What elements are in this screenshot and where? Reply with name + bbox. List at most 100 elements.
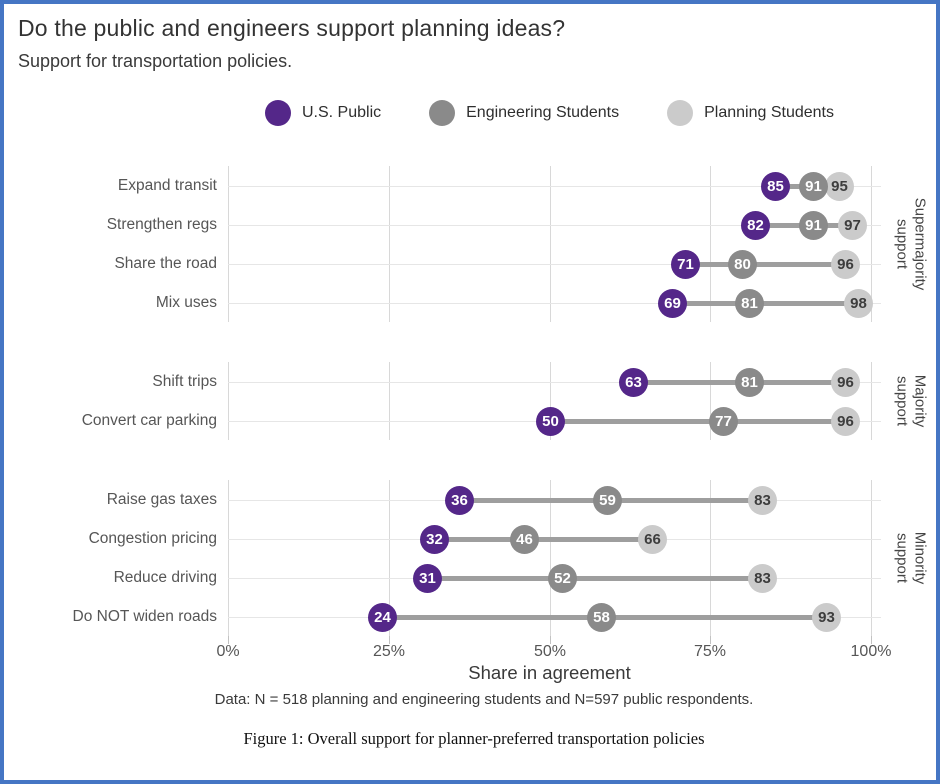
axis-tick-label: 0% — [216, 643, 240, 660]
row-label: Mix uses — [155, 294, 217, 311]
dot-public: 85 — [761, 172, 790, 201]
gridline-horizontal — [228, 186, 881, 187]
gridline-vertical — [871, 362, 872, 440]
dot-planning: 93 — [812, 603, 841, 632]
gridline-vertical — [389, 362, 390, 440]
gridline-vertical — [550, 362, 551, 440]
legend-swatch-planning-icon — [667, 100, 694, 126]
dot-planning: 98 — [844, 289, 873, 318]
group-label-text: Minority support — [893, 531, 929, 585]
dot-planning: 96 — [831, 250, 860, 279]
dot-engineering: 80 — [728, 250, 757, 279]
dot-planning: 96 — [831, 368, 860, 397]
gridline-horizontal — [228, 264, 881, 265]
axis-tick-label: 100% — [850, 643, 892, 660]
legend-label-public: U.S. Public — [301, 104, 382, 121]
legend-label-planning: Planning Students — [704, 104, 834, 121]
gridline-vertical — [228, 480, 229, 636]
dot-planning: 83 — [748, 486, 777, 515]
panel-minority: 83 59 36 66 46 32 83 52 31 93 58 24 — [228, 480, 881, 636]
figure-caption: Figure 1: Overall support for planner-pr… — [243, 729, 705, 748]
dot-engineering: 77 — [709, 407, 738, 436]
dot-public: 31 — [413, 564, 442, 593]
dot-public: 50 — [536, 407, 565, 436]
axis-tick — [871, 636, 872, 644]
legend-label-engineering: Engineering Students — [466, 104, 620, 121]
gridline-vertical — [389, 166, 390, 322]
row-label: Expand transit — [117, 177, 217, 194]
connector-line — [434, 537, 652, 542]
gridline-vertical — [871, 166, 872, 322]
chart-subtitle: Support for transportation policies. — [18, 51, 293, 71]
gridline-vertical — [871, 480, 872, 636]
dot-engineering: 81 — [735, 368, 764, 397]
dot-public: 63 — [619, 368, 648, 397]
group-label-minority: Minority support — [884, 480, 936, 636]
connector-line — [672, 301, 858, 306]
gridline-vertical — [710, 480, 711, 636]
dot-engineering: 91 — [799, 172, 828, 201]
gridline-horizontal — [228, 225, 881, 226]
axis-tick — [389, 636, 390, 644]
dot-engineering: 52 — [548, 564, 577, 593]
row-label: Congestion pricing — [88, 530, 217, 547]
row-label: Share the road — [114, 255, 217, 272]
legend-item-public: U.S. Public — [264, 100, 382, 126]
gridline-horizontal — [228, 303, 881, 304]
connector-line — [550, 419, 845, 424]
legend: U.S. Public Engineering Students Planning … — [228, 98, 871, 128]
group-label-text: Supermajority support — [893, 197, 929, 291]
row-label: Do NOT widen roads — [72, 608, 217, 625]
dot-planning: 97 — [838, 211, 867, 240]
chart-title: Do the public and engineers support plan… — [18, 15, 566, 41]
axis-tick-label: 25% — [372, 643, 406, 660]
dot-planning: 95 — [825, 172, 854, 201]
dot-public: 82 — [741, 211, 770, 240]
axis-tick — [550, 636, 551, 644]
dot-engineering: 46 — [510, 525, 539, 554]
axis-tick-label: 50% — [533, 643, 567, 660]
gridline-vertical — [550, 480, 551, 636]
dot-public: 71 — [671, 250, 700, 279]
row-label: Convert car parking — [81, 412, 217, 429]
connector-line — [685, 262, 845, 267]
panel-majority: 96 81 63 96 77 50 — [228, 362, 881, 440]
gridline-horizontal — [228, 382, 881, 383]
gridline-vertical — [710, 166, 711, 322]
chart-area: 95 91 85 97 91 82 96 80 71 98 81 69 Expand transit St… — [4, 4, 936, 780]
dot-public: 36 — [445, 486, 474, 515]
legend-item-planning: Planning Students — [667, 100, 834, 126]
group-label-majority: Majority support — [884, 362, 936, 440]
group-label-supermajority: Supermajority support — [884, 166, 936, 322]
dot-public: 69 — [658, 289, 687, 318]
dot-planning: 66 — [638, 525, 667, 554]
group-label-text: Majority support — [893, 374, 929, 428]
gridline-vertical — [228, 362, 229, 440]
dot-planning: 96 — [831, 407, 860, 436]
gridline-vertical — [228, 166, 229, 322]
row-label: Reduce driving — [113, 569, 217, 586]
x-axis-label: Share in agreement — [468, 662, 631, 683]
legend-item-engineering: Engineering Students — [429, 100, 619, 126]
row-label: Shift trips — [152, 373, 217, 390]
panel-supermajority: 95 91 85 97 91 82 96 80 71 98 81 69 — [228, 166, 881, 322]
legend-swatch-engineering-icon — [429, 100, 456, 126]
axis-tick — [710, 636, 711, 644]
dot-engineering: 81 — [735, 289, 764, 318]
dot-planning: 83 — [748, 564, 777, 593]
row-label: Raise gas taxes — [106, 491, 217, 508]
row-label: Strengthen regs — [106, 216, 217, 233]
gridline-vertical — [389, 480, 390, 636]
dot-engineering: 58 — [587, 603, 616, 632]
gridline-vertical — [550, 166, 551, 322]
axis-tick — [228, 636, 229, 644]
dot-engineering: 91 — [799, 211, 828, 240]
connector-line — [427, 576, 762, 581]
dot-public: 24 — [368, 603, 397, 632]
legend-swatch-public-icon — [264, 100, 291, 126]
gridline-vertical — [710, 362, 711, 440]
dot-public: 32 — [420, 525, 449, 554]
axis-tick-label: 75% — [693, 643, 727, 660]
data-note: Data: N = 518 planning and engineering s… — [214, 691, 754, 708]
